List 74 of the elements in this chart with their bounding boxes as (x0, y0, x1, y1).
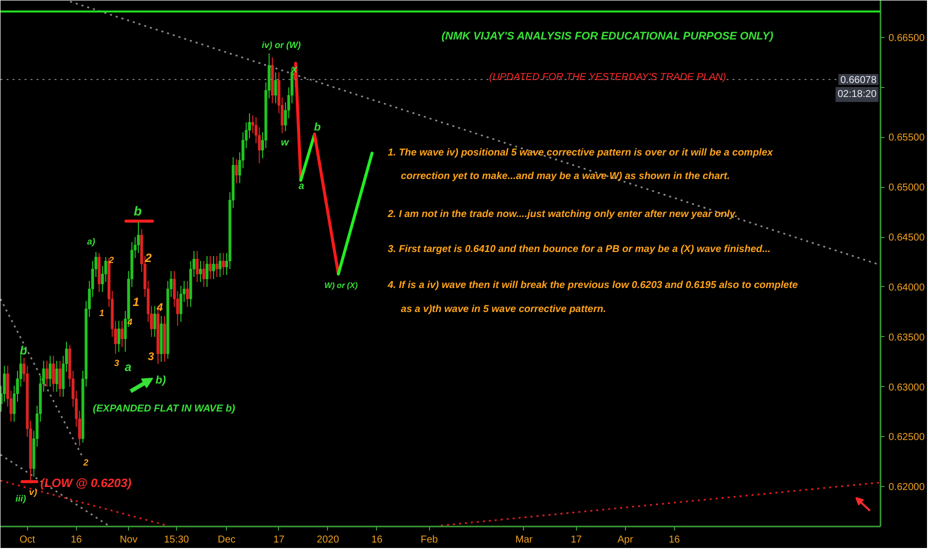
candlestick (235, 158, 238, 184)
annotation: a (298, 181, 305, 192)
candlestick (186, 280, 189, 308)
candlestick (120, 320, 124, 348)
y-tick-label: 0.66500 (888, 32, 926, 44)
candlestick (199, 260, 202, 282)
annotation: a) (87, 236, 96, 246)
y-tick-label: 0.64000 (888, 282, 926, 294)
y-tick-label: 0.65000 (888, 182, 926, 194)
annotation: v) (29, 486, 38, 497)
x-tick-label: Dec (218, 534, 236, 546)
annotation: (EXPANDED FLAT IN WAVE b) (92, 404, 236, 415)
annotation: x (290, 63, 298, 76)
annotation: 1. The wave iv) positional 5 wave corrective pattern is over or it will be a complex (388, 148, 774, 159)
annotation: 2. I am not in the trade now....just watching only enter after new year only. (386, 209, 738, 220)
candlestick (55, 360, 58, 392)
annotation: (LOW @ 0.6203) (40, 476, 132, 490)
annotation: 1 (132, 294, 140, 309)
candlestick (202, 260, 206, 288)
x-tick-label: Mar (515, 534, 534, 546)
y-tick-label: 0.62500 (888, 432, 926, 444)
annotation: 1 (99, 308, 104, 318)
annotation: b) (155, 374, 166, 386)
annotation: W) or (X) (324, 281, 358, 290)
annotation: as a v)th wave in 5 wave corrective pattern. (400, 304, 606, 315)
annotation: 3 (148, 351, 154, 364)
x-tick-label: Feb (420, 534, 438, 546)
x-tick-label: 17 (570, 534, 582, 546)
candlestick (208, 256, 212, 280)
y-tick-label: 0.63500 (888, 332, 926, 344)
candlestick (117, 320, 120, 352)
annotation: 3. First target is 0.6410 and then bounce for a PB or may be a (X) wave finished... (388, 244, 771, 255)
candlestick (215, 256, 218, 278)
annotation: iv) or (W) (262, 40, 301, 50)
candlestick (196, 250, 199, 282)
x-tick-label: 15:30 (164, 534, 190, 546)
annotation: 3 (114, 358, 120, 368)
text: (UPDATED FOR THE YESTERDAY'S TRADE PLAN) (489, 72, 726, 83)
candlestick (222, 252, 225, 276)
x-tick-label: Nov (120, 534, 138, 546)
x-tick-label: Oct (20, 534, 36, 546)
annotation: b (314, 121, 321, 134)
annotation: 02:18:20 (838, 89, 877, 100)
ref-line-label: 0.66078 (840, 75, 877, 86)
candlestick (58, 360, 62, 398)
candlestick (212, 256, 215, 280)
candlestick (218, 252, 222, 278)
annotation: 4. If is a iv) wave then it will break the previous low 0.6203 and 0.6195 also to complete (386, 280, 798, 292)
x-tick-label: 16 (668, 534, 680, 546)
candlestick (45, 360, 48, 388)
candlestick (153, 305, 156, 338)
annotation: 2 (82, 457, 88, 468)
x-tick-label: 16 (371, 534, 383, 546)
x-tick-label: 17 (273, 534, 285, 546)
candlestick (206, 256, 208, 288)
x-tick-label: 2020 (316, 534, 340, 546)
y-tick-label: 0.65500 (888, 132, 926, 144)
y-tick-label: 0.62000 (888, 482, 926, 494)
annotation: correction yet to make...and may be a wave W) as shown in the chart. (400, 171, 730, 182)
candlestick (179, 285, 182, 322)
annotation: w (280, 138, 290, 149)
candlestick (274, 72, 278, 104)
x-tick-label: Apr (618, 534, 634, 546)
candlestick (48, 355, 52, 388)
y-tick-label: 0.63000 (888, 382, 926, 394)
y-tick-label: 0.64500 (888, 232, 926, 244)
annotation: b (20, 343, 28, 358)
x-tick-label: 16 (70, 534, 82, 546)
annotation: a (124, 360, 132, 374)
text: (NMK VIJAY'S ANALYSIS FOR EDUCATIONAL PURPOSE ONLY) (441, 30, 774, 42)
annotation: iii) (15, 494, 26, 504)
annotation: b (134, 203, 142, 218)
candlestick (136, 222, 140, 254)
candlestick (52, 355, 55, 392)
